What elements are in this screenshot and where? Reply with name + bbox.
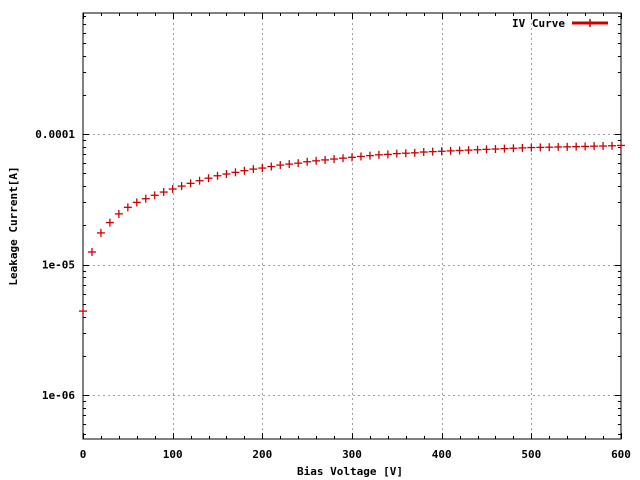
data-point [599,141,608,150]
data-point [383,150,392,159]
data-point [365,151,374,160]
data-point [96,228,105,237]
data-point [312,156,321,165]
data-point [141,194,150,203]
data-point [446,146,455,155]
data-point [509,144,518,153]
data-point [590,142,599,151]
grid-lines [83,13,621,439]
data-point [455,146,464,155]
data-point [204,174,213,183]
data-point [410,148,419,157]
y-tick-label: 1e-06 [42,389,75,402]
data-point [231,168,240,177]
data-point [545,143,554,152]
x-tick-labels: 0 100 200 300 400 500 600 [80,448,631,461]
data-point [527,143,536,152]
legend-marker-sample [586,19,594,27]
data-points [79,141,625,316]
data-point [150,191,159,200]
data-point [294,159,303,168]
data-point [321,155,330,164]
data-point [87,247,96,256]
data-point [491,145,500,154]
data-point [123,203,132,212]
x-tick-label: 0 [80,448,87,461]
data-point [518,143,527,152]
data-point [249,165,258,174]
data-point [437,147,446,156]
data-point [464,146,473,155]
data-point [563,142,572,151]
x-tick-label: 600 [611,448,631,461]
y-tick-labels: 1e-06 1e-05 0.0001 [35,128,75,402]
x-tick-label: 200 [252,448,272,461]
data-point [581,142,590,151]
data-point [392,149,401,158]
data-point [482,145,491,154]
data-point [617,141,625,150]
x-tick-label: 100 [163,448,183,461]
y-tick-label: 1e-05 [42,259,75,272]
plot-frame [82,12,622,440]
data-point [267,162,276,171]
data-point [536,143,545,152]
data-point [339,154,348,163]
data-point [276,161,285,170]
data-point [168,185,177,194]
data-point [572,142,581,151]
data-point [159,188,168,197]
data-point [195,176,204,185]
legend: IV Curve [512,17,608,30]
x-tick-label: 400 [432,448,452,461]
data-point [114,209,123,218]
data-point [374,150,383,159]
data-point [428,147,437,156]
data-point [401,149,410,158]
data-point [348,153,356,162]
data-point [608,141,617,150]
data-point [303,157,312,166]
data-point [213,171,222,180]
data-point [285,160,294,169]
y-tick-label: 0.0001 [35,128,75,141]
data-point [132,198,141,207]
legend-label: IV Curve [512,17,565,30]
data-point [105,218,114,227]
x-tick-label: 500 [521,448,541,461]
x-axis-title: Bias Voltage [V] [297,465,403,478]
data-point [186,179,195,188]
data-point [177,182,186,191]
x-tick-label: 300 [342,448,362,461]
data-point [330,155,339,164]
axis-ticks [83,13,622,439]
data-point [554,142,563,151]
data-point [356,152,365,161]
data-point [222,170,231,179]
data-point [258,164,267,173]
data-point [419,148,428,157]
data-point [240,166,249,175]
data-point [473,145,482,154]
y-axis-title: Leakage Current[A] [7,166,20,285]
data-point [500,144,509,153]
data-point [79,307,87,316]
